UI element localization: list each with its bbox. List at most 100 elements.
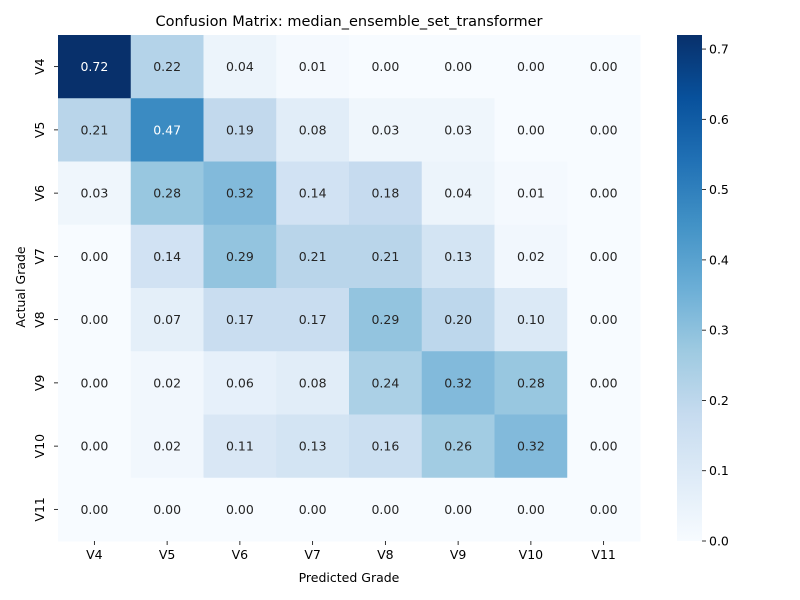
heatmap-cell [276,224,350,289]
heatmap-cell [203,414,277,479]
heatmap-cell [58,161,132,226]
heatmap-cell [494,477,568,542]
heatmap-cell [421,35,495,99]
cell-value-label: 0.17 [299,312,327,327]
heatmap-cell [567,35,641,99]
cell-value-label: 0.47 [153,122,181,137]
heatmap-cell [349,477,423,542]
heatmap-cell [276,98,350,162]
cell-value-label: 0.07 [153,312,181,327]
heatmap-cell [58,98,132,162]
heatmap-cell [58,351,132,415]
cell-value-label: 0.03 [371,122,399,137]
heatmap-cell [494,161,568,226]
cell-value-label: 0.17 [226,312,254,327]
cell-value-label: 0.18 [371,186,399,201]
heatmap-cell [130,224,204,289]
heatmap-cell [203,351,277,415]
cell-value-label: 0.22 [153,59,181,74]
cell-value-label: 0.00 [444,59,472,74]
heatmap-cell [130,351,204,415]
colorbar-tick-label: 0.2 [709,393,729,408]
heatmap-cell [130,161,204,226]
cell-value-label: 0.16 [371,439,399,454]
heatmap-cells: 0.72 0.22 0.04 0.01 0.00 0.00 0.00 0.00 0.21 0.47… [58,35,641,542]
heatmap-cell [58,224,132,289]
cell-value-label: 0.00 [80,439,108,454]
cell-value-label: 0.08 [299,122,327,137]
cell-value-label: 0.29 [371,312,399,327]
heatmap-cell [276,414,350,479]
heatmap-cell [349,35,423,99]
cell-value-label: 0.72 [80,59,108,74]
colorbar-tick-label: 0.1 [709,463,729,478]
cell-value-label: 0.00 [590,502,618,517]
y-tick-label: V10 [32,434,47,459]
heatmap-cell [276,351,350,415]
x-tick-label: V11 [591,547,615,562]
heatmap-cell [203,477,277,542]
heatmap-cell [567,477,641,542]
heatmap-cell [421,414,495,479]
cell-value-label: 0.08 [299,375,327,390]
heatmap-cell [203,35,277,99]
chart-title: Confusion Matrix: median_ensemble_set_tr… [156,14,543,30]
heatmap-cell [130,98,204,162]
colorbar-axis: 0.0 0.1 0.2 0.3 0.4 0.5 0.6 0.7 [702,42,729,549]
cell-value-label: 0.10 [517,312,545,327]
colorbar-tick-label: 0.3 [709,323,729,338]
cell-value-label: 0.24 [371,375,399,390]
cell-value-label: 0.00 [80,375,108,390]
colorbar-tick-label: 0.6 [709,112,729,127]
heatmap-cell [130,288,204,352]
heatmap-cell [567,288,641,352]
heatmap-cell [203,224,277,289]
cell-value-label: 0.13 [299,439,327,454]
heatmap-cell [494,351,568,415]
x-axis: V4 V5 V6 V7 V8 V9 V10 V11 [86,541,616,562]
heatmap-cell [494,98,568,162]
cell-value-label: 0.00 [517,59,545,74]
heatmap-cell [276,161,350,226]
cell-value-label: 0.02 [153,439,181,454]
heatmap-cell [203,161,277,226]
cell-value-label: 0.00 [80,502,108,517]
heatmap-cell [421,351,495,415]
cell-value-label: 0.06 [226,375,254,390]
cell-value-label: 0.32 [226,186,254,201]
cell-value-label: 0.32 [517,439,545,454]
colorbar-tick-label: 0.4 [709,252,729,267]
cell-value-label: 0.00 [371,59,399,74]
cell-value-label: 0.29 [226,249,254,264]
heatmap-cell [58,288,132,352]
x-tick-label: V10 [519,547,544,562]
cell-value-label: 0.21 [299,249,327,264]
heatmap-cell [203,288,277,352]
cell-value-label: 0.00 [517,502,545,517]
heatmap-cell [494,35,568,99]
cell-value-label: 0.26 [444,439,472,454]
x-tick-label: V7 [304,547,321,562]
y-axis-label: Actual Grade [13,246,28,328]
x-tick-label: V9 [450,547,467,562]
cell-value-label: 0.32 [444,375,472,390]
heatmap-cell [349,288,423,352]
heatmap-cell [421,477,495,542]
heatmap-cell [421,161,495,226]
cell-value-label: 0.14 [299,186,327,201]
heatmap-cell [276,35,350,99]
heatmap-cell [58,477,132,542]
cell-value-label: 0.19 [226,122,254,137]
y-tick-label: V9 [32,375,47,392]
heatmap-cell [421,288,495,352]
y-tick-label: V6 [32,185,47,202]
cell-value-label: 0.00 [299,502,327,517]
heatmap-cell [58,35,132,99]
cell-value-label: 0.11 [226,439,254,454]
cell-value-label: 0.00 [80,249,108,264]
heatmap-cell [349,161,423,226]
heatmap-cell [494,224,568,289]
cell-value-label: 0.04 [444,186,472,201]
cell-value-label: 0.14 [153,249,181,264]
y-tick-label: V11 [32,497,47,521]
